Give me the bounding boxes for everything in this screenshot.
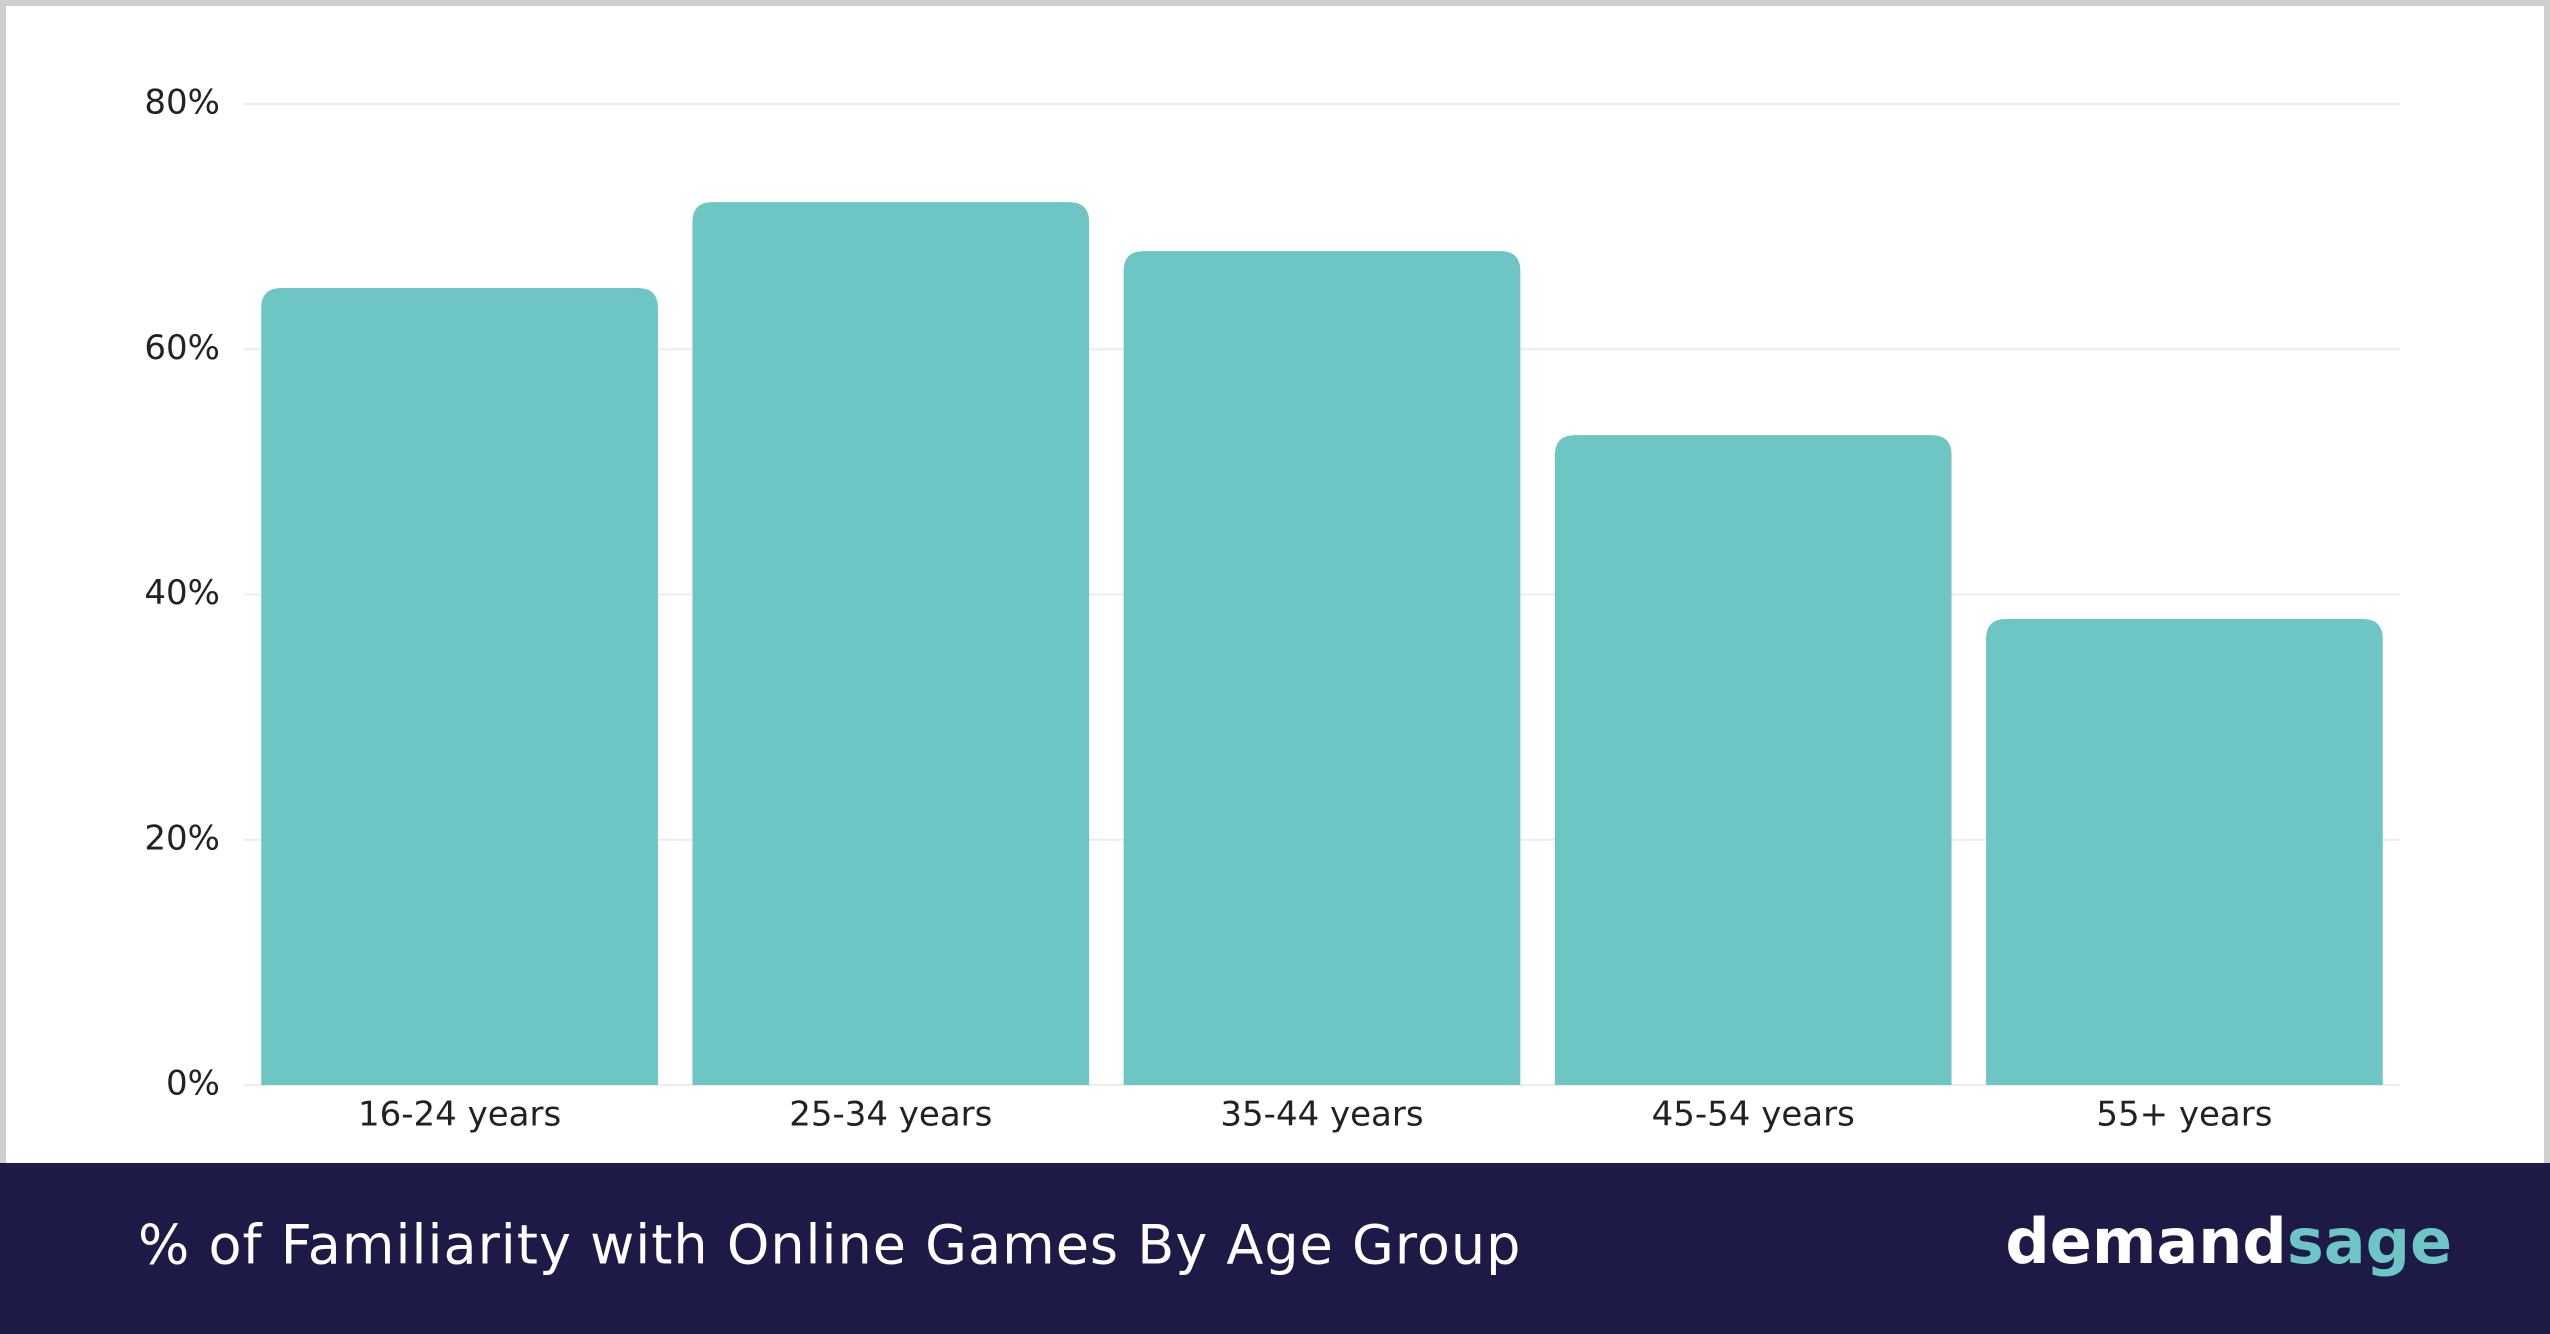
y-tick-label: 20%	[144, 818, 220, 858]
logo: demandsage	[2005, 1205, 2452, 1278]
logo-second: sage	[2287, 1205, 2452, 1278]
x-tick-label: 55+ years	[2096, 1095, 2272, 1135]
bar	[1554, 435, 1952, 1085]
bar	[692, 202, 1090, 1086]
footer	[0, 1163, 2550, 1334]
logo-first: demand	[2005, 1205, 2286, 1278]
bar	[1986, 619, 2383, 1085]
x-tick-label: 16-24 years	[358, 1095, 561, 1135]
x-tick-label: 45-54 years	[1652, 1095, 1855, 1135]
y-tick-label: 80%	[144, 83, 220, 123]
chart-title: % of Familiarity with Online Games By Ag…	[138, 1214, 1521, 1277]
x-tick-label: 35-44 years	[1220, 1095, 1423, 1135]
plot: 0% 20% 40% 60% 80% 16-24 years 25-34 years 35-4…	[144, 83, 2400, 1135]
bar	[1123, 251, 1521, 1085]
x-tick-label: 25-34 years	[789, 1095, 992, 1135]
y-tick-label: 0%	[166, 1064, 220, 1104]
bar	[261, 287, 658, 1085]
y-tick-label: 60%	[144, 328, 220, 368]
y-tick-label: 40%	[144, 573, 220, 613]
